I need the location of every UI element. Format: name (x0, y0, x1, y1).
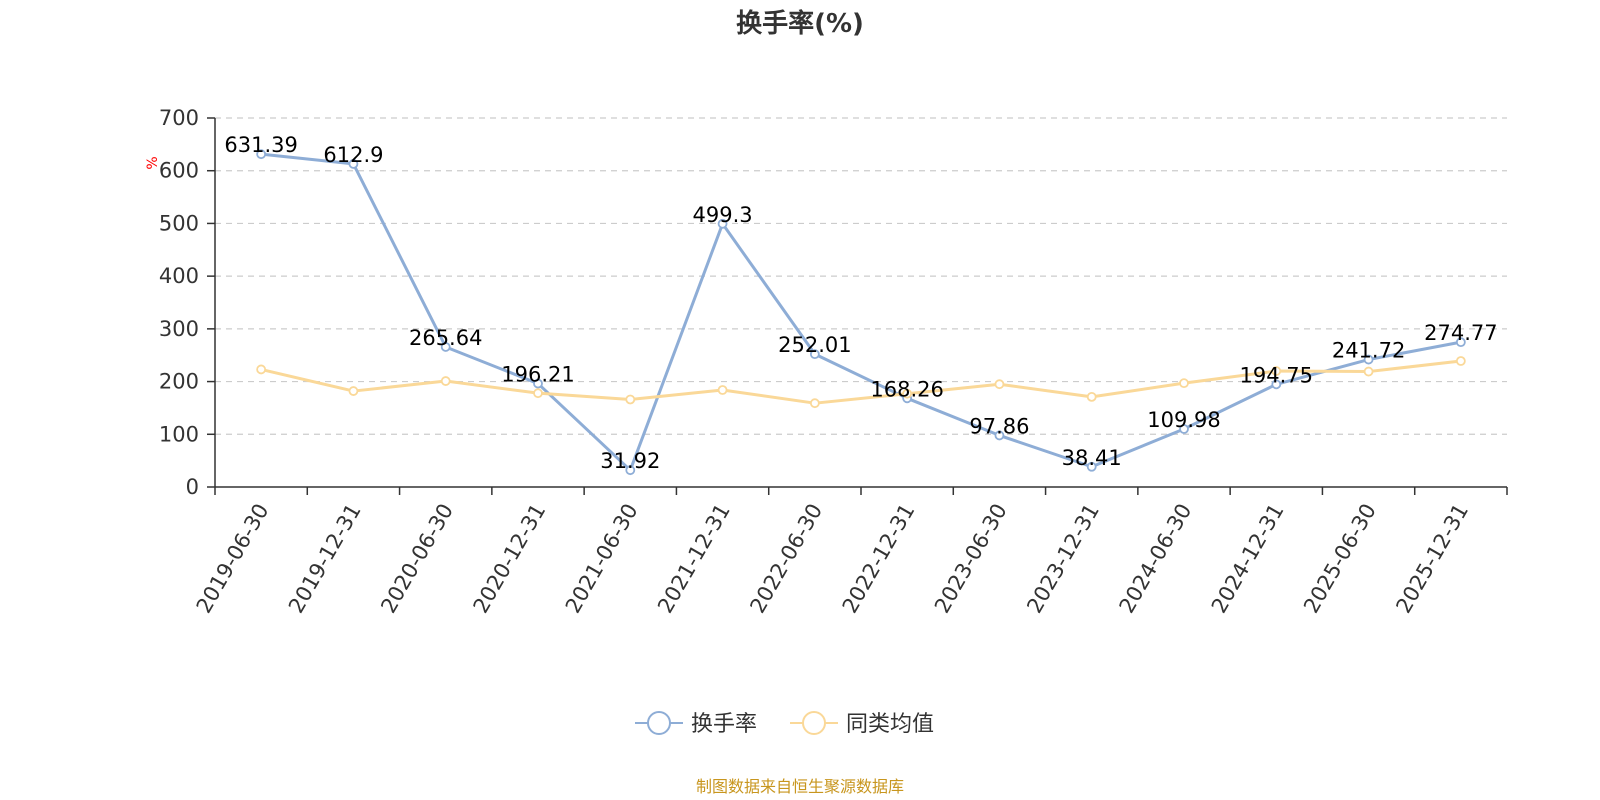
legend-marker (802, 711, 826, 735)
data-label: 109.98 (1147, 408, 1220, 432)
x-tick-label: 2025-06-30 (1299, 500, 1381, 618)
data-label: 196.21 (501, 363, 574, 387)
turnover-point (1271, 379, 1282, 390)
data-label: 274.77 (1424, 321, 1497, 345)
peer-average-point (348, 386, 359, 396)
turnover-point (994, 430, 1005, 441)
data-label: 97.86 (969, 414, 1029, 438)
x-tick-label: 2019-12-31 (284, 500, 366, 618)
peer-average-point (1271, 366, 1282, 376)
data-label: 194.75 (1240, 363, 1313, 387)
turnover-point (625, 465, 636, 476)
x-tick-label: 2021-06-30 (561, 500, 643, 618)
turnover-point (348, 159, 359, 169)
chart-title: 换手率(%) (736, 8, 864, 39)
data-labels: 631.39 612.9 265.64 196.21 31.92 499.3 252.01 1… (224, 133, 1497, 473)
turnover-point (533, 378, 543, 389)
x-tick-label: 2019-06-30 (192, 500, 274, 618)
data-label: 31.92 (600, 449, 660, 473)
turnover-point (1363, 354, 1374, 365)
y-tick-label: 300 (159, 317, 199, 341)
turnover-point (440, 342, 451, 352)
peer-average-point (625, 394, 636, 405)
data-label: 168.26 (870, 377, 943, 401)
x-tick-label: 2023-12-31 (1022, 500, 1104, 618)
data-label: 612.9 (323, 143, 383, 167)
series-lines (256, 149, 1466, 476)
turnover-line (260, 152, 1462, 472)
data-label: 38.41 (1062, 446, 1122, 470)
peer-average-point (1363, 366, 1374, 377)
y-tick-label: 500 (159, 211, 199, 235)
peer-average-point (717, 385, 728, 395)
turnover-point (256, 149, 267, 160)
data-label: 265.64 (409, 326, 482, 350)
y-tick-label: 100 (159, 422, 199, 446)
y-tick-label: 700 (159, 106, 199, 130)
data-label: 631.39 (224, 133, 297, 157)
peer-average-point (1179, 378, 1189, 389)
x-tick-label: 2024-12-31 (1207, 500, 1289, 618)
x-tick-label: 2023-06-30 (930, 500, 1012, 618)
legend-peer-average: 同类均值 (846, 712, 934, 737)
data-label: 499.3 (693, 203, 753, 227)
turnover-point (809, 349, 820, 360)
peer-average-line (260, 359, 1462, 405)
peer-average-point (440, 376, 451, 386)
peer-average-point (994, 379, 1005, 390)
x-tick-label: 2024-06-30 (1115, 500, 1197, 618)
data-label: 241.72 (1332, 339, 1405, 363)
x-tick-label: 2022-06-30 (745, 500, 827, 618)
x-tick-label: 2022-12-31 (838, 500, 920, 618)
peer-average-point (1086, 391, 1097, 402)
x-tick-label: 2020-06-30 (376, 500, 458, 618)
x-tick-label: 2025-12-31 (1391, 500, 1473, 618)
x-tick-label: 2020-12-31 (469, 500, 551, 618)
y-tick-label: 0 (186, 475, 199, 499)
data-source-note: 制图数据来自恒生聚源数据库 (696, 777, 904, 796)
legend-turnover: 换手率 (691, 712, 757, 737)
y-tick-label: 400 (159, 264, 199, 288)
y-axis-unit-label: % (145, 156, 161, 169)
x-tick-label: 2021-12-31 (653, 500, 735, 618)
turnover-point (1179, 424, 1189, 434)
peer-average-point (902, 388, 913, 399)
legend: 换手率 同类均值 (635, 711, 934, 737)
y-tick-label: 600 (159, 159, 199, 183)
turnover-point (717, 218, 728, 229)
data-label: 252.01 (778, 333, 851, 357)
peer-average-point (256, 364, 267, 375)
legend-marker (647, 711, 671, 735)
peer-average-point (809, 398, 820, 409)
y-tick-label: 200 (159, 370, 199, 394)
peer-average-point (1455, 356, 1466, 366)
peer-average-point (533, 388, 543, 399)
turnover-point (1455, 337, 1466, 348)
turnover-point (1086, 461, 1097, 472)
